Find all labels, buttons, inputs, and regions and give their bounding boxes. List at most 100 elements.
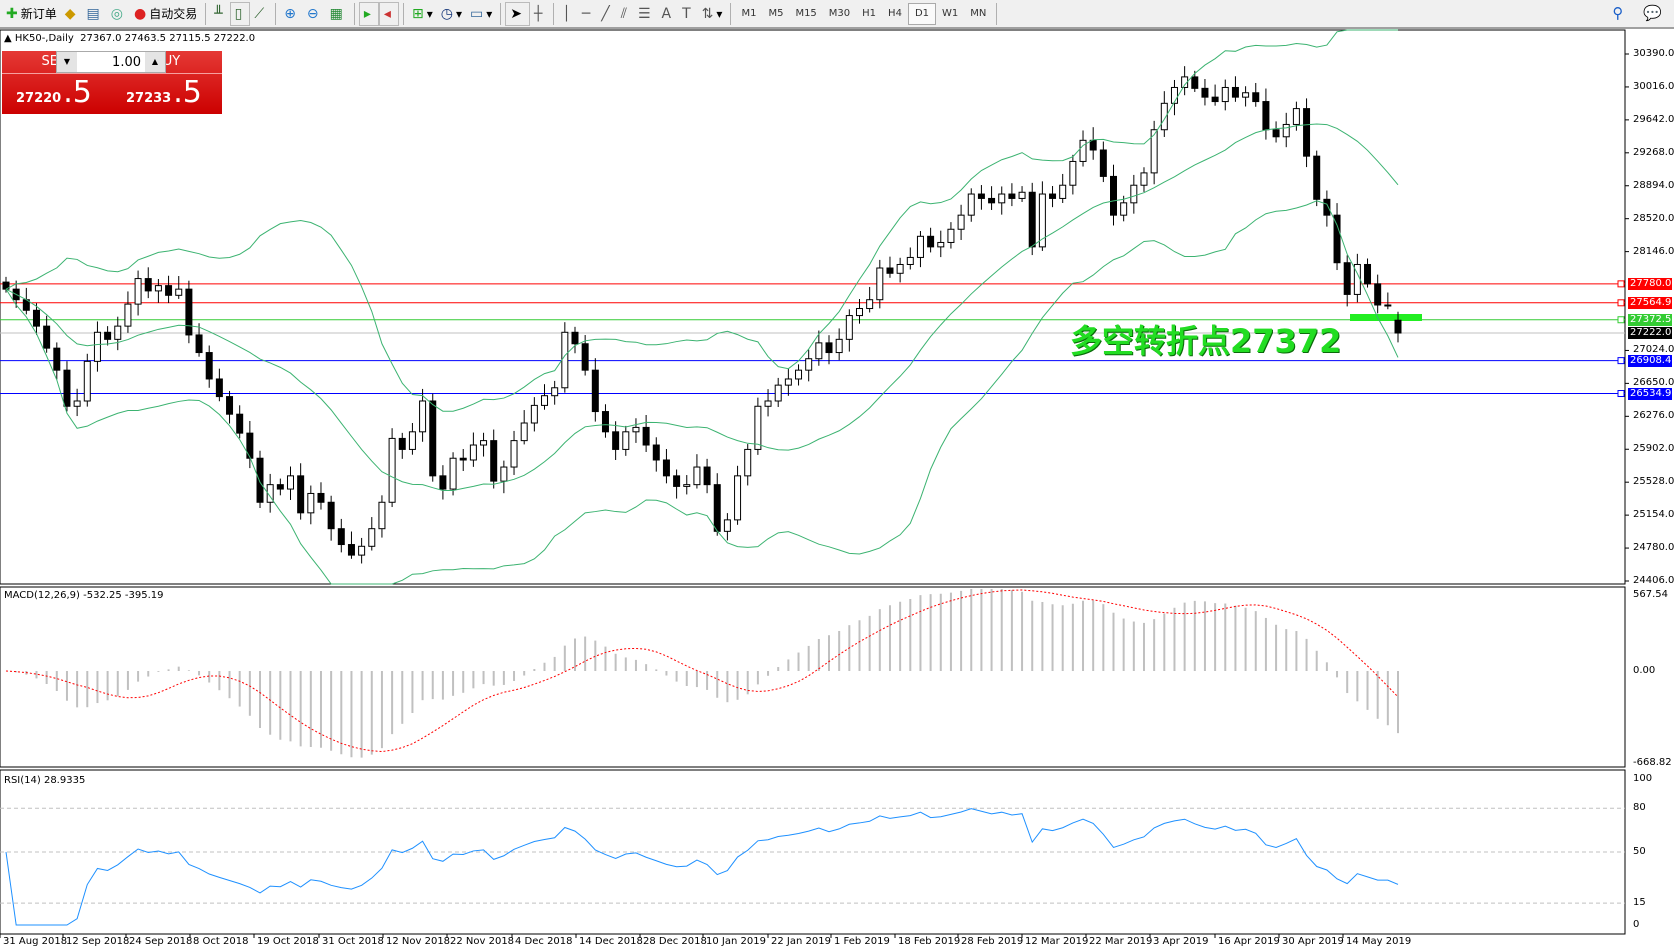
- timeframe-mn[interactable]: MN: [970, 8, 987, 19]
- lot-increase-button[interactable]: ▲: [145, 52, 165, 72]
- vertical-line-button[interactable]: │: [558, 2, 577, 26]
- candle-bullish: [1018, 191, 1026, 199]
- candle-bearish: [1110, 175, 1118, 216]
- gold-bar-button[interactable]: ◆: [61, 2, 83, 26]
- candle-bearish: [347, 544, 355, 556]
- chart-shift-button[interactable]: ▸: [358, 1, 379, 26]
- price-axis-label: 28894.0: [1633, 179, 1674, 191]
- candle-bearish: [1343, 262, 1351, 295]
- candlestick-button[interactable]: ▯: [229, 1, 251, 26]
- candle-bullish: [693, 466, 701, 486]
- crosshair-button[interactable]: ┼: [530, 2, 549, 26]
- timeframe-m5[interactable]: M5: [768, 8, 784, 19]
- candle-bullish: [1292, 108, 1300, 125]
- price-axis-label: 28146.0: [1633, 245, 1674, 257]
- candle-bullish: [73, 400, 81, 407]
- horizontal-line-icon: ─: [581, 5, 591, 22]
- price-axis-label: 30390.0: [1633, 48, 1674, 59]
- fibonacci-button[interactable]: ☰: [634, 2, 658, 26]
- chat-icon[interactable]: 💬: [1643, 4, 1662, 22]
- candle-bearish: [256, 457, 264, 503]
- trendline-button[interactable]: ╱: [597, 2, 616, 26]
- tile-windows-button[interactable]: ▦: [326, 2, 350, 26]
- auto-trading-button[interactable]: ● 自动交易: [133, 5, 198, 22]
- candle-bearish: [195, 334, 203, 354]
- level-price-label: 26534.9: [1628, 387, 1672, 400]
- candle-bullish: [876, 267, 884, 301]
- candle-bullish: [1059, 184, 1067, 199]
- macd-panel-frame: [0, 586, 1626, 768]
- zoom-out-button[interactable]: ⊖: [303, 2, 326, 26]
- candle-bearish: [988, 197, 996, 204]
- cursor-button[interactable]: ➤: [505, 1, 530, 26]
- arrows-button[interactable]: ⇅ ▾: [701, 5, 723, 22]
- right-icons: ⚲ 💬: [1612, 4, 1662, 22]
- timeframe-m1[interactable]: M1: [741, 8, 757, 19]
- candle-bearish: [642, 426, 650, 446]
- collapse-icon[interactable]: ▲: [4, 33, 12, 44]
- candle-bullish: [388, 437, 396, 503]
- history-center-icon: ▤: [86, 5, 100, 22]
- signal-button[interactable]: ◎: [107, 2, 130, 26]
- search-icon[interactable]: ⚲: [1612, 4, 1624, 22]
- date-axis-label: 24 Sep 2018: [129, 936, 193, 947]
- macd-axis-label: -668.82: [1633, 757, 1672, 768]
- timeframe-d1[interactable]: D1: [907, 2, 936, 25]
- candle-bullish: [154, 285, 162, 292]
- buy-price-main: 27233: [126, 91, 172, 106]
- timeframe-m30[interactable]: M30: [828, 8, 851, 19]
- pivot-annotation: 多空转折点27372: [1070, 322, 1342, 360]
- bar-chart-button[interactable]: ╨: [210, 2, 229, 26]
- rsi-axis-label: 15: [1633, 897, 1646, 909]
- tile-windows-icon: ▦: [329, 5, 343, 22]
- lot-value[interactable]: 1.00: [112, 54, 141, 70]
- timeframe-w1[interactable]: W1: [942, 8, 959, 19]
- horizontal-line-button[interactable]: ─: [578, 2, 597, 26]
- line-chart-button[interactable]: ⟋: [250, 2, 271, 26]
- indicators-button[interactable]: ⊞ ▾: [411, 5, 433, 22]
- candle-bullish: [500, 466, 508, 482]
- timeframe-h4[interactable]: H4: [888, 8, 902, 19]
- candle-bearish: [205, 352, 213, 380]
- candle-bearish: [1191, 76, 1199, 89]
- ohlc-values: 27367.0 27463.5 27115.5 27222.0: [80, 33, 256, 44]
- candle-bullish: [368, 528, 376, 547]
- candle-bullish: [764, 400, 772, 407]
- rsi-axis-label: 80: [1633, 802, 1646, 814]
- symbol-header: ▲ HK50-,Daily 27367.0 27463.5 27115.5 27…: [4, 33, 255, 44]
- price-axis-label: 27024.0: [1633, 344, 1674, 356]
- candle-bullish: [916, 235, 924, 258]
- lot-decrease-button[interactable]: ▼: [57, 52, 77, 72]
- rsi-label: RSI(14) 28.9335: [4, 775, 86, 786]
- timeframe-h1[interactable]: H1: [862, 8, 877, 19]
- zoom-in-button[interactable]: ⊕: [280, 2, 303, 26]
- candle-bearish: [429, 400, 437, 477]
- pivot-marker-bar: [1350, 314, 1422, 321]
- new-order-button[interactable]: ✚ 新订单: [6, 5, 57, 22]
- history-center-button[interactable]: ▤: [83, 2, 107, 26]
- candle-bearish: [337, 528, 345, 546]
- candle-bearish: [1323, 198, 1331, 216]
- price-axis-label: 25528.0: [1633, 476, 1674, 488]
- candle-bearish: [317, 492, 325, 503]
- candle-bullish: [1140, 172, 1148, 186]
- candle-bearish: [1364, 263, 1372, 285]
- lot-size-input[interactable]: ▼ 1.00 ▲: [56, 51, 166, 73]
- timeframe-group: M1 M5 M15 M30 H1 H4 D1 W1 MN: [735, 2, 992, 25]
- bollinger-upper: [5, 29, 1398, 412]
- macd-axis-label: 567.54: [1633, 589, 1668, 600]
- candle-bearish: [977, 193, 985, 199]
- text-button[interactable]: A: [658, 2, 679, 26]
- templates-button[interactable]: ▭ ▾: [469, 5, 493, 22]
- buy-price-pip: .5: [173, 75, 202, 110]
- candle-bearish: [1099, 149, 1107, 177]
- equidistant-channel-button[interactable]: ⫽: [617, 2, 634, 26]
- candle-bearish: [1089, 139, 1097, 151]
- timeframe-m15[interactable]: M15: [795, 8, 817, 19]
- periods-button[interactable]: ◷ ▾: [440, 5, 462, 22]
- candle-bullish: [754, 405, 762, 450]
- candle-bullish: [358, 545, 366, 556]
- text-label-button[interactable]: T: [678, 2, 698, 26]
- autoscroll-button[interactable]: ◂: [378, 1, 399, 26]
